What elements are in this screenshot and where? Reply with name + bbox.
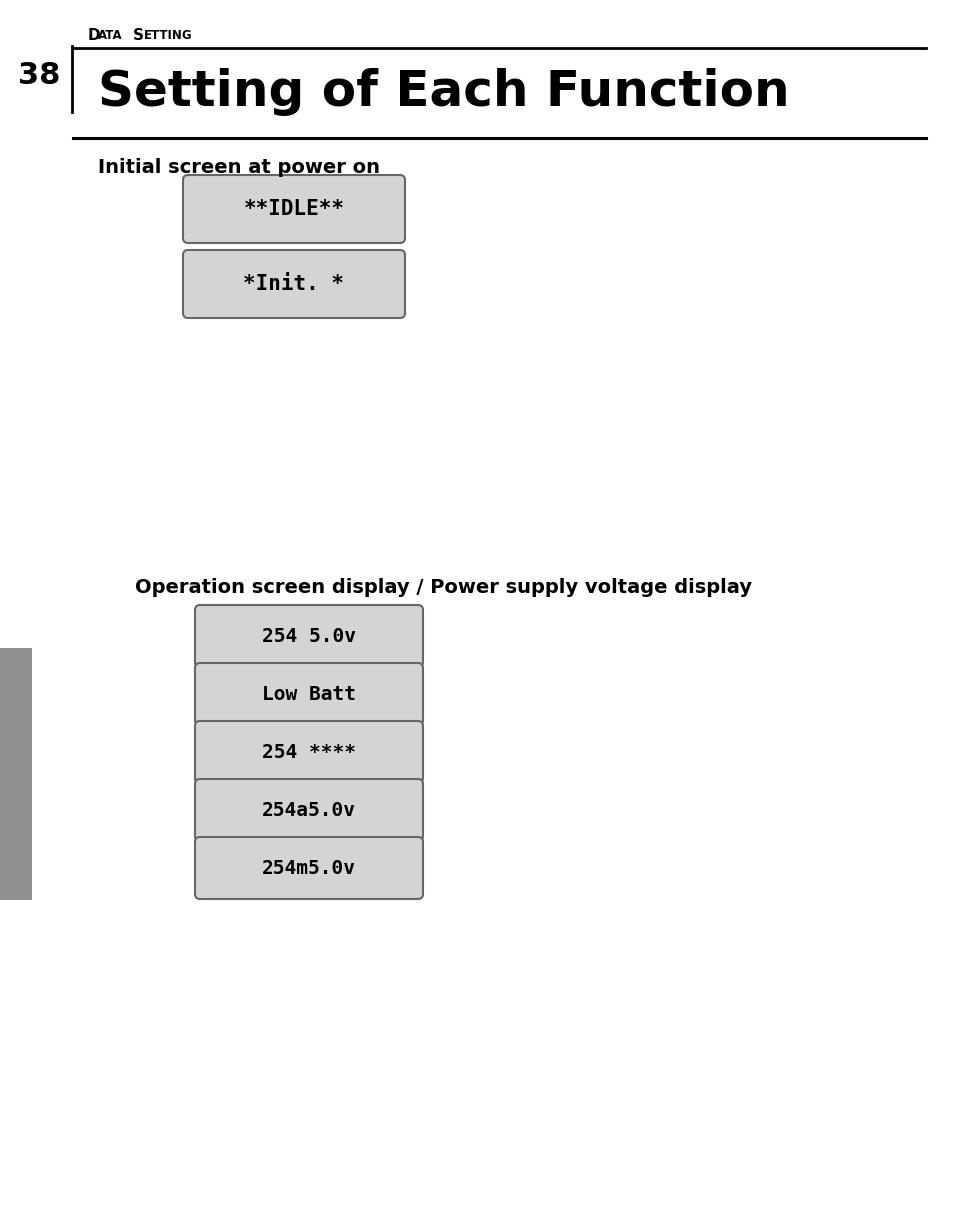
Text: 254m5.0v: 254m5.0v: [262, 859, 355, 877]
FancyBboxPatch shape: [194, 721, 422, 784]
Text: ETTING: ETTING: [144, 30, 193, 42]
Text: 38: 38: [18, 60, 60, 90]
Text: 254 ****: 254 ****: [262, 743, 355, 761]
FancyBboxPatch shape: [194, 779, 422, 841]
Text: Initial screen at power on: Initial screen at power on: [98, 157, 379, 177]
Bar: [0, 648, 32, 900]
FancyBboxPatch shape: [194, 605, 422, 667]
FancyBboxPatch shape: [194, 663, 422, 724]
Text: 254a5.0v: 254a5.0v: [262, 801, 355, 819]
Text: *Init. *: *Init. *: [243, 274, 344, 294]
Text: Operation screen display / Power supply voltage display: Operation screen display / Power supply …: [135, 578, 751, 597]
FancyBboxPatch shape: [194, 836, 422, 899]
Text: S: S: [132, 28, 144, 43]
Text: ATA: ATA: [98, 30, 123, 42]
Text: Low Batt: Low Batt: [262, 685, 355, 704]
Text: D: D: [88, 28, 100, 43]
Text: **IDLE**: **IDLE**: [243, 199, 344, 219]
FancyBboxPatch shape: [183, 175, 405, 244]
Text: Setting of Each Function: Setting of Each Function: [98, 68, 789, 116]
Text: 254 5.0v: 254 5.0v: [262, 626, 355, 646]
FancyBboxPatch shape: [183, 250, 405, 319]
